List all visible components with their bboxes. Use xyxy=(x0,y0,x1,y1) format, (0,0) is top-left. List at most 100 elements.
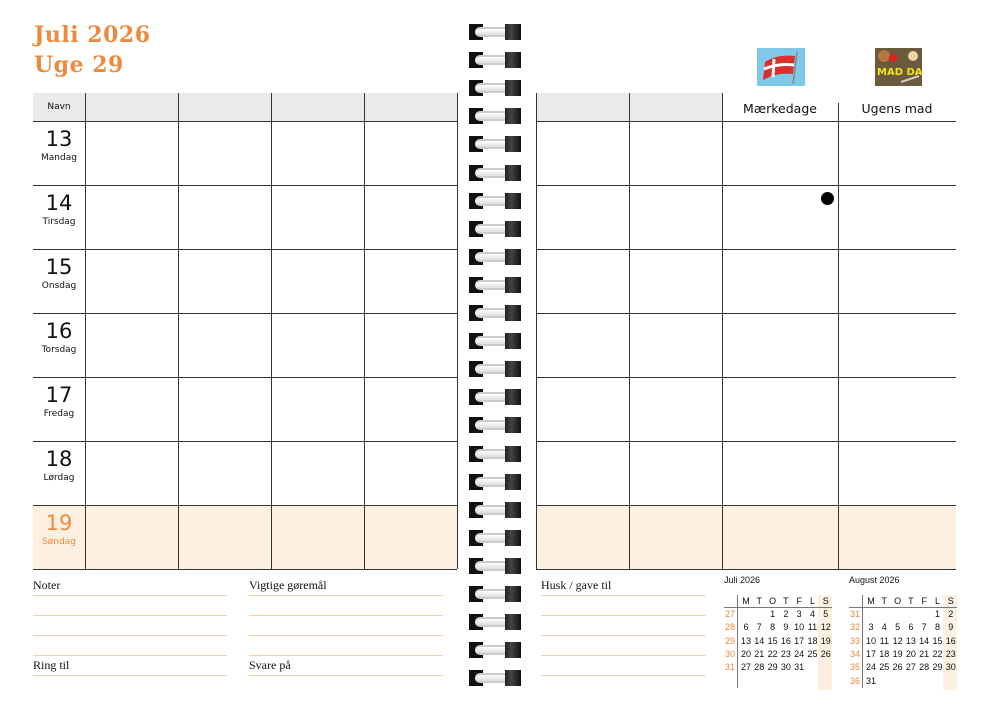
day-cell[interactable] xyxy=(365,122,457,184)
note-line[interactable] xyxy=(249,675,443,676)
day-cell[interactable] xyxy=(365,378,457,440)
day-cell[interactable] xyxy=(630,250,721,312)
calendar-day[interactable]: 24 xyxy=(794,648,805,659)
day-cell[interactable] xyxy=(179,506,271,568)
day-cell[interactable] xyxy=(86,250,178,312)
day-cell[interactable] xyxy=(272,314,364,376)
calendar-day[interactable]: 13 xyxy=(905,635,916,646)
calendar-day[interactable]: 7 xyxy=(921,622,927,633)
calendar-day[interactable]: 3 xyxy=(796,609,802,619)
day-cell[interactable] xyxy=(723,506,837,568)
day-cell[interactable] xyxy=(179,442,271,504)
calendar-day[interactable]: 25 xyxy=(879,662,890,673)
calendar-day[interactable]: 10 xyxy=(794,622,805,633)
day-cell[interactable] xyxy=(537,378,628,440)
calendar-day[interactable]: 30 xyxy=(945,662,956,673)
calendar-day[interactable]: 23 xyxy=(780,648,791,659)
calendar-day[interactable]: 15 xyxy=(767,635,778,646)
day-cell[interactable] xyxy=(272,250,364,312)
day-cell[interactable] xyxy=(179,378,271,440)
day-cell[interactable] xyxy=(723,250,837,312)
calendar-day[interactable]: 14 xyxy=(754,635,765,646)
day-cell[interactable] xyxy=(272,378,364,440)
day-cell[interactable] xyxy=(537,506,628,568)
day-cell[interactable] xyxy=(272,506,364,568)
day-cell[interactable] xyxy=(723,442,837,504)
calendar-day[interactable]: 4 xyxy=(809,609,815,619)
day-cell[interactable] xyxy=(86,506,178,568)
calendar-day[interactable]: 26 xyxy=(820,648,831,659)
calendar-day[interactable]: 16 xyxy=(780,635,791,646)
day-cell[interactable] xyxy=(839,122,955,184)
note-line[interactable] xyxy=(249,655,443,656)
calendar-day[interactable]: 29 xyxy=(932,662,943,673)
note-line[interactable] xyxy=(33,635,227,636)
day-cell[interactable] xyxy=(723,186,837,248)
note-line[interactable] xyxy=(541,595,706,596)
calendar-day[interactable]: 20 xyxy=(905,648,916,659)
calendar-day[interactable]: 7 xyxy=(756,622,762,633)
day-cell[interactable] xyxy=(537,186,628,248)
calendar-day[interactable]: 16 xyxy=(945,635,956,646)
calendar-day[interactable]: 21 xyxy=(919,648,930,659)
day-cell[interactable] xyxy=(179,250,271,312)
calendar-day[interactable]: 14 xyxy=(919,635,930,646)
calendar-day[interactable]: 17 xyxy=(794,635,805,646)
note-line[interactable] xyxy=(33,655,227,656)
calendar-day[interactable]: 28 xyxy=(919,662,930,673)
calendar-day[interactable]: 11 xyxy=(879,635,889,646)
note-line[interactable] xyxy=(541,655,706,656)
day-cell[interactable] xyxy=(179,314,271,376)
calendar-day[interactable]: 22 xyxy=(932,648,943,659)
calendar-day[interactable]: 19 xyxy=(820,635,831,646)
calendar-day[interactable]: 18 xyxy=(807,635,818,646)
calendar-day[interactable]: 2 xyxy=(783,609,789,619)
calendar-day[interactable]: 29 xyxy=(767,662,778,673)
calendar-day[interactable]: 31 xyxy=(794,662,805,673)
calendar-day[interactable]: 24 xyxy=(865,662,876,673)
day-cell[interactable] xyxy=(365,186,457,248)
note-line[interactable] xyxy=(33,615,227,616)
day-cell[interactable] xyxy=(86,186,178,248)
note-line[interactable] xyxy=(541,635,706,636)
note-line[interactable] xyxy=(33,595,227,596)
day-cell[interactable] xyxy=(630,122,721,184)
day-cell[interactable] xyxy=(839,314,955,376)
day-cell[interactable] xyxy=(839,506,955,568)
note-line[interactable] xyxy=(249,595,443,596)
calendar-day[interactable]: 13 xyxy=(740,635,751,646)
calendar-day[interactable]: 8 xyxy=(770,622,776,633)
calendar-day[interactable]: 30 xyxy=(780,662,791,673)
calendar-day[interactable]: 10 xyxy=(865,635,876,646)
day-cell[interactable] xyxy=(839,442,955,504)
day-cell[interactable] xyxy=(86,122,178,184)
note-line[interactable] xyxy=(541,675,706,676)
day-cell[interactable] xyxy=(537,314,628,376)
note-line[interactable] xyxy=(541,615,706,616)
note-line[interactable] xyxy=(249,615,443,616)
day-cell[interactable] xyxy=(272,122,364,184)
day-cell[interactable] xyxy=(365,250,457,312)
calendar-day[interactable]: 8 xyxy=(934,622,940,633)
day-cell[interactable] xyxy=(723,122,837,184)
calendar-day[interactable]: 9 xyxy=(948,622,954,633)
calendar-day[interactable]: 5 xyxy=(895,622,901,633)
day-cell[interactable] xyxy=(365,506,457,568)
calendar-day[interactable]: 12 xyxy=(892,635,903,646)
calendar-day[interactable]: 18 xyxy=(879,648,890,659)
note-line[interactable] xyxy=(33,675,227,676)
day-cell[interactable] xyxy=(272,186,364,248)
day-cell[interactable] xyxy=(723,314,837,376)
day-cell[interactable] xyxy=(537,250,628,312)
day-cell[interactable] xyxy=(839,186,955,248)
day-cell[interactable] xyxy=(86,442,178,504)
day-cell[interactable] xyxy=(86,314,178,376)
day-cell[interactable] xyxy=(365,314,457,376)
calendar-day[interactable]: 3 xyxy=(868,622,874,633)
calendar-day[interactable]: 19 xyxy=(892,648,903,659)
calendar-day[interactable]: 2 xyxy=(948,609,954,619)
calendar-day[interactable]: 31 xyxy=(865,675,876,686)
calendar-day[interactable]: 6 xyxy=(908,622,914,633)
day-cell[interactable] xyxy=(630,186,721,248)
calendar-day[interactable]: 9 xyxy=(783,622,789,633)
